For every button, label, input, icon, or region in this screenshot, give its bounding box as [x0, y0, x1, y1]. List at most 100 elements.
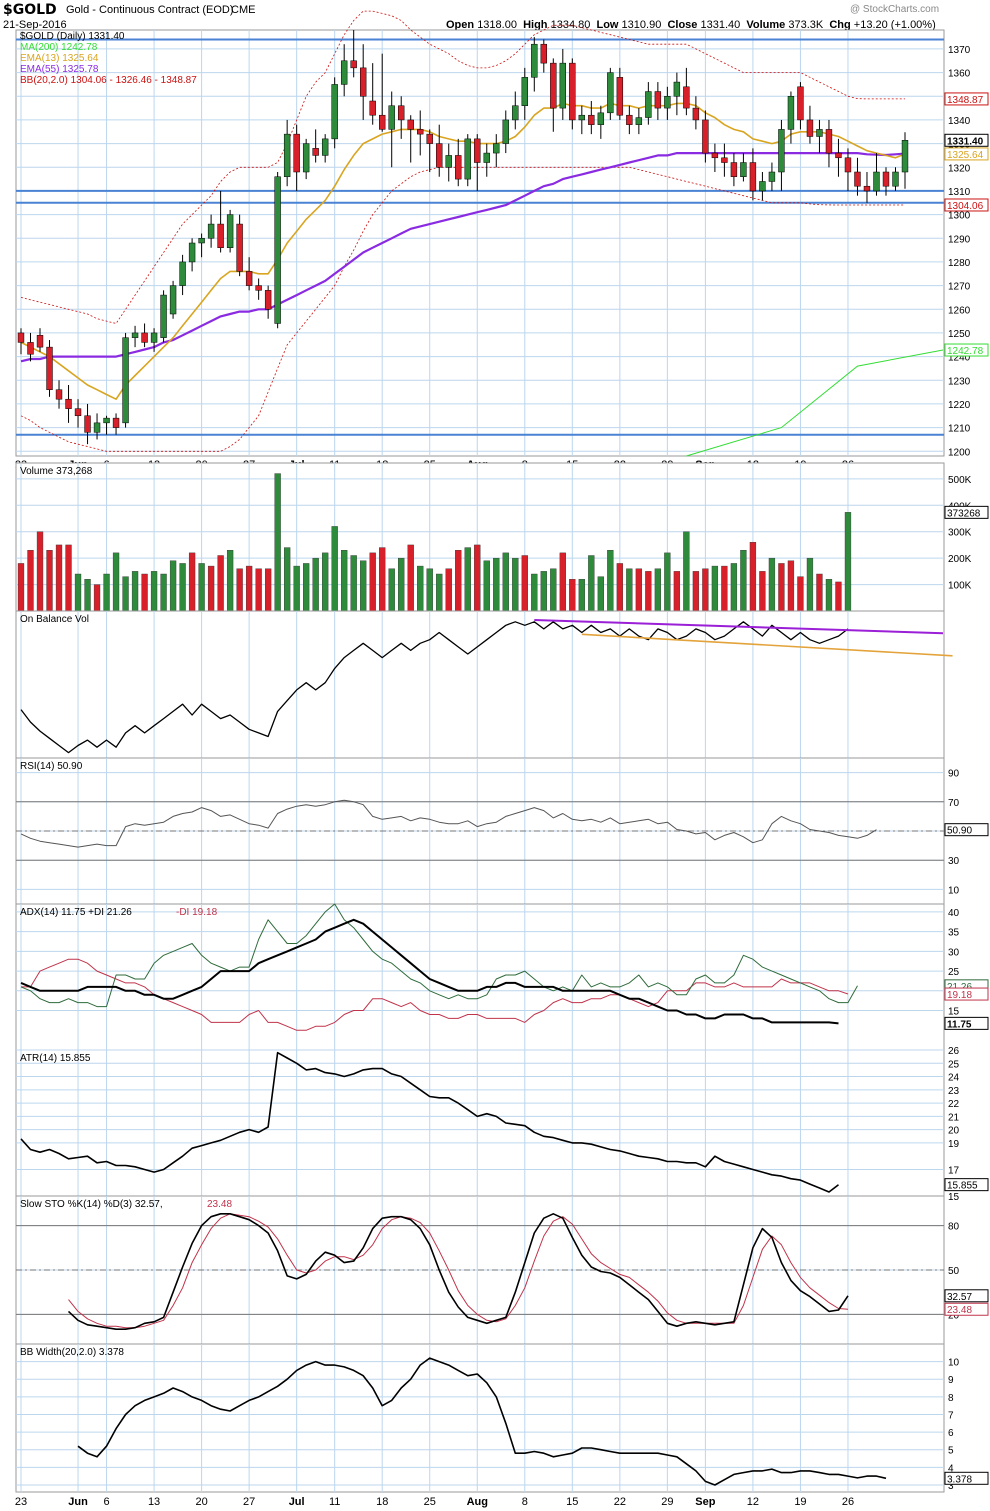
bottom-x-tick-label: 8 [522, 1496, 528, 1508]
volume-bar [711, 565, 719, 612]
volume-bar [379, 547, 386, 612]
bottom-x-tick-label: 25 [424, 1496, 436, 1508]
volume-bar [521, 555, 528, 612]
exchange-label: CME [231, 4, 256, 16]
volume-bar [331, 526, 338, 612]
volume-bar [559, 552, 566, 612]
chart-symbol: $GOLD [3, 2, 57, 18]
candle-body [749, 162, 757, 192]
volume-bar [635, 568, 642, 612]
candle-body [255, 285, 262, 291]
candle-body [436, 143, 443, 168]
price-value-tag-box [944, 92, 989, 106]
sto-y-tick: 20 [948, 1310, 960, 1321]
adx-panel-frame [15, 903, 945, 1051]
volume-bar [141, 573, 148, 612]
volume-bar [350, 555, 357, 612]
price-value-tag: 1304.06 [947, 201, 984, 212]
candle-body [198, 238, 205, 244]
atr-y-tick: 21 [948, 1112, 960, 1123]
price-y-tick: 1340 [948, 116, 971, 127]
volume-bar [388, 568, 395, 612]
volume-bar [188, 552, 196, 612]
bottom-x-tick-label: 12 [747, 1496, 759, 1508]
adx-y-tick: 15 [948, 1007, 960, 1018]
volume-bar [398, 557, 405, 612]
sto-value-tag-box [944, 1289, 989, 1303]
volume-bar [645, 571, 652, 612]
candle-body [245, 271, 253, 286]
price-y-tick: 1310 [948, 187, 971, 198]
candle-body [797, 86, 804, 121]
volume-bar [673, 571, 681, 612]
bbw-line [77, 1357, 887, 1486]
bottom-x-tick-label: Jul [289, 1496, 305, 1508]
volume-bar [550, 568, 557, 612]
volume-bar [825, 579, 833, 612]
volume-bar [369, 552, 376, 612]
adx-value-tag: 21.26 [947, 982, 972, 993]
volume-y-tick: 100K [948, 581, 972, 592]
bbw-y-tick: 5 [948, 1446, 954, 1457]
price-y-tick: 1290 [948, 234, 971, 245]
adx-value-tag-box [944, 987, 989, 1001]
volume-bar [654, 568, 662, 612]
volume-bar [502, 552, 509, 612]
candle-body [626, 114, 633, 125]
candle-body [407, 119, 414, 130]
price-y-tick: 1220 [948, 400, 971, 411]
candle-body [17, 332, 25, 343]
volume-y-tick: 300K [948, 528, 972, 539]
volume-bar [607, 550, 614, 612]
volume-y-tick: 200K [948, 554, 972, 565]
atr-legend: ATR(14) 15.855 [20, 1053, 91, 1064]
adx-value-tag-box [944, 1016, 989, 1030]
watermark: @ StockCharts.com [850, 4, 940, 15]
candle-body [236, 223, 243, 272]
bottom-x-tick-label: 6 [103, 1496, 109, 1508]
volume-bar [692, 571, 700, 612]
candle-body [131, 332, 139, 338]
candle-body [293, 133, 300, 173]
candle-body [388, 105, 395, 130]
sto-value-tag-box [944, 1302, 989, 1316]
adx-line [20, 918, 839, 1025]
rsi-line [20, 799, 877, 848]
candle-body [27, 342, 34, 355]
volume-bar [588, 555, 595, 612]
price-legend-1: MA(200) 1242.78 [20, 42, 98, 53]
candle-body [217, 223, 224, 248]
adx-y-tick: 30 [948, 947, 960, 958]
volume-bar [512, 557, 519, 612]
candle-body [664, 96, 671, 109]
ohlc-readout: Open 1318.00 High 1334.80 Low 1310.90 Cl… [446, 19, 936, 31]
atr-y-tick: 22 [948, 1099, 960, 1110]
volume-bar [27, 550, 34, 612]
rsi-value-tag: 50.90 [947, 826, 972, 837]
volume-bar [407, 544, 414, 612]
volume-bar [730, 563, 738, 612]
bbw-legend: BB Width(20,2.0) 3.378 [20, 1347, 124, 1358]
candle-body [359, 67, 367, 97]
rsi-y-tick: 30 [948, 856, 960, 867]
volume-bar [445, 568, 452, 612]
candle-body [55, 389, 63, 400]
candle-body [264, 290, 272, 310]
sto-y-tick: 80 [948, 1222, 960, 1233]
atr-y-tick: 17 [948, 1165, 960, 1176]
candle-body [844, 157, 852, 173]
volume-bar [46, 550, 53, 612]
atr-line [20, 1051, 839, 1193]
volume-y-tick: 500K [948, 475, 972, 486]
candle-body [207, 223, 215, 239]
price-y-tick: 1210 [948, 424, 971, 435]
volume-bar [274, 473, 281, 612]
candle-body [141, 332, 148, 343]
volume-bar [455, 550, 462, 612]
volume-bar [759, 571, 766, 612]
candle-body [274, 176, 281, 324]
volume-bar [360, 560, 367, 612]
candle-body [531, 43, 538, 78]
candle-body [692, 107, 700, 121]
